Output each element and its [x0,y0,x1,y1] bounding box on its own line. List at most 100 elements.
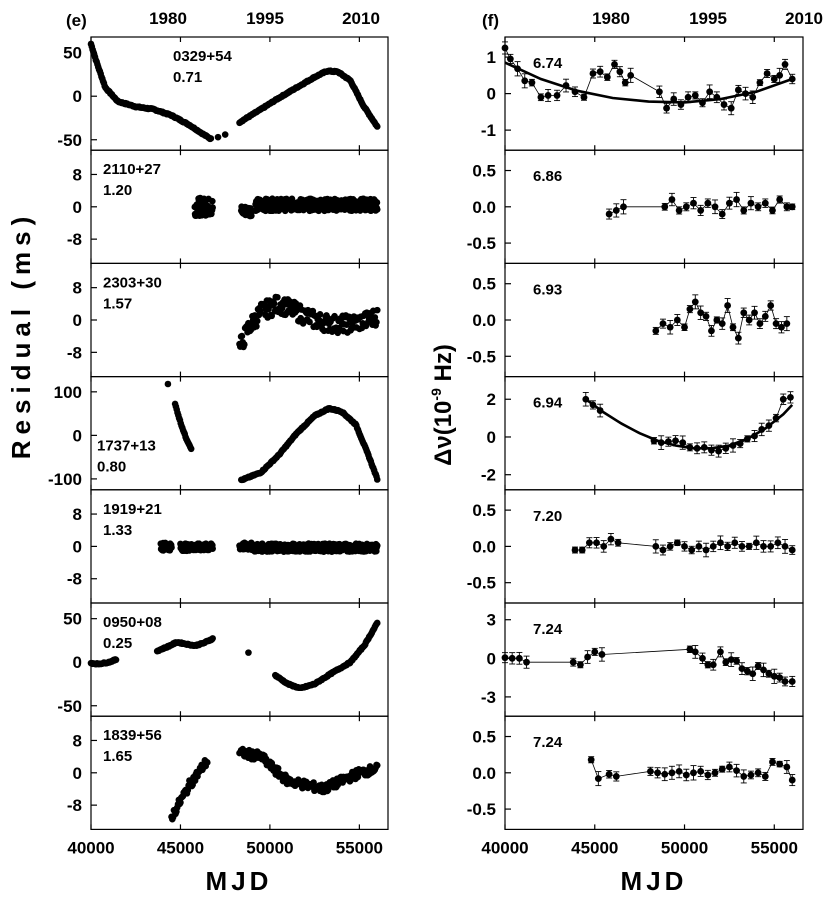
left-1-panel: 50 0 -50 0329+54 0.71 [57,36,389,151]
data-point [373,476,381,483]
y-tick-label: -0.5 [467,347,496,366]
data-point [593,539,600,547]
y-tick-label: 1 [487,48,496,67]
data-point [616,68,624,76]
data-point [112,656,120,664]
left-5-panel: 8 0 -8 1919+21 1.33 [67,489,389,604]
data-point [612,207,620,214]
y-tick-label: 0.0 [472,198,496,217]
data-point [238,332,246,340]
data-point [373,542,381,549]
data-point [691,92,699,99]
data-point [722,658,730,666]
data-point [690,199,697,207]
data-point [742,90,749,97]
data-point [666,323,674,331]
right-5-panel: 0.5 0.0 -0.5 7.20 [467,489,804,604]
data-point [682,203,690,211]
data-point [373,206,381,213]
pulsar-value: 1.57 [103,295,132,312]
data-point [168,544,175,551]
data-point [718,765,726,773]
top-year-label: 1995 [689,9,727,28]
data-point [778,323,785,331]
data-point [743,667,751,675]
data-point [690,769,697,777]
data-point [209,635,216,642]
y-tick-label: 0.5 [472,501,496,520]
data-point [729,442,737,449]
data-point [709,661,717,669]
data-point [708,327,715,335]
data-point [776,674,784,682]
data-point [740,207,748,214]
data-point [587,756,595,764]
panel-label-right: (f) [482,11,499,30]
data-point [501,654,509,662]
data-point [704,661,712,669]
data-point [699,99,706,107]
data-point [523,658,530,666]
data-point [677,101,685,108]
data-point [203,759,211,766]
data-point [278,304,286,312]
y-tick-label: 0 [487,649,496,668]
series-label: 7.20 [533,508,562,525]
data-point [715,447,723,455]
y-tick-label: 8 [73,505,82,524]
right-1-panel: 1 0 -1 6.74 [481,36,804,151]
data-point [788,546,796,554]
y-tick-label: -50 [57,131,82,150]
data-point [733,657,740,665]
data-point [187,445,195,453]
data-point [734,86,742,94]
data-point [720,101,728,108]
data-point [274,764,282,772]
data-point [209,204,216,211]
data-point [783,763,791,771]
data-point [697,767,705,775]
left-7-panel: 8 0 -8 40000 45000 50000 55000 1839+56 1.65 [67,715,389,857]
top-year-label: 1995 [246,9,284,28]
data-point [672,437,679,445]
y-tick-label: 0.0 [472,537,496,556]
y-tick-label: -3 [481,688,496,707]
data-point [611,60,618,68]
data-point [582,395,590,403]
data-point [706,88,714,96]
data-point [788,75,796,83]
y-tick-label: -0.5 [467,800,496,819]
data-point [584,653,591,661]
top-year-axis: 1980 1980 1995 1995 2010 2010 [149,9,823,28]
data-point [729,323,737,331]
data-point [241,341,248,348]
data-point [691,298,699,306]
y-tick-label: 0 [487,428,496,447]
data-point [754,203,762,211]
top-year-label: 2010 [342,9,380,28]
y-tick-label: -8 [67,343,82,362]
data-point [373,199,381,206]
pulsar-value: 0.71 [173,69,202,86]
y-tick-label: -100 [48,470,82,489]
data-point [718,320,726,328]
data-point [708,446,715,454]
data-point [675,767,683,775]
y-tick-label: 0 [73,311,82,330]
data-point [724,302,732,309]
data-point [693,444,701,452]
panel-frame [90,36,389,151]
data-point [787,393,794,401]
pulsar-name: 2110+27 [103,161,161,178]
data-point [528,79,536,87]
data-point [749,93,757,101]
series-label: 6.94 [533,395,563,412]
data-point [767,543,775,550]
data-point [221,131,229,138]
data-point [747,771,755,779]
y-tick-label: 0 [73,764,82,783]
data-point [767,302,775,309]
data-point [596,68,604,76]
data-point [620,203,627,211]
connecting-line [504,648,793,682]
